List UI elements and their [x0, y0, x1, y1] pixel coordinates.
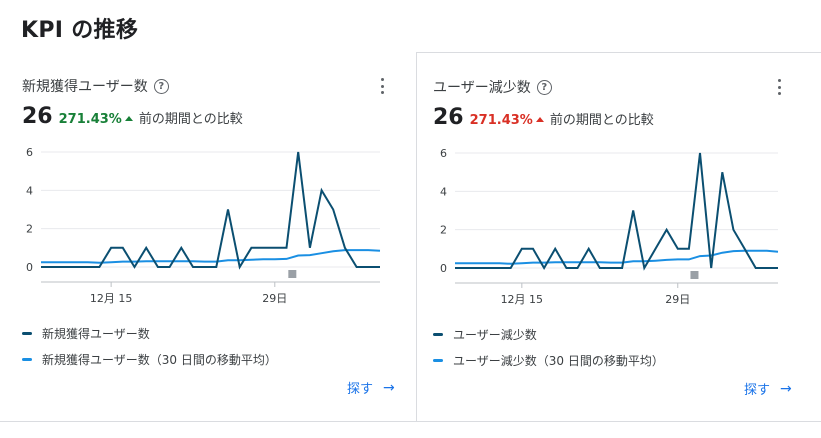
help-icon[interactable]: ?: [153, 78, 169, 94]
y-tick-label: 4: [440, 185, 447, 198]
x-tick-label: 29日: [665, 293, 690, 306]
legend-item[interactable]: ユーザー減少数: [433, 321, 664, 347]
y-tick-label: 6: [440, 147, 447, 160]
y-tick-label: 4: [26, 184, 33, 197]
metric-value: 26: [22, 104, 53, 129]
explore-link[interactable]: 探す →: [744, 379, 792, 399]
explore-link[interactable]: 探す →: [347, 378, 395, 398]
metric-change: 271.43%: [58, 112, 122, 127]
more-vert-icon[interactable]: [776, 79, 782, 95]
series-line: [455, 152, 778, 271]
y-tick-label: 0: [440, 262, 447, 275]
card-title: 新規獲得ユーザー数 ?: [22, 76, 169, 96]
more-vert-icon[interactable]: [379, 78, 385, 94]
chart-new-users: 0 2 4 6 12月 15 29日: [26, 146, 381, 305]
legend-label: 新規獲得ユーザー数: [42, 326, 150, 341]
explore-label: 探す: [347, 382, 374, 397]
legend-label: ユーザー減少数（30 日間の移動平均）: [453, 353, 664, 368]
chart-legend: 新規獲得ユーザー数 新規獲得ユーザー数（30 日間の移動平均）: [22, 320, 277, 372]
legend-label: ユーザー減少数: [453, 327, 537, 342]
y-tick-label: 0: [26, 261, 33, 274]
legend-item[interactable]: 新規獲得ユーザー数: [22, 320, 277, 346]
metric: 26 271.43% 前の期間との比較: [433, 105, 654, 130]
kpi-card-lost-users: 0 2 4 6 12月 15 29日 ユーザー減少数 ? 26 271.43% 前の期間と…: [417, 52, 821, 422]
legend-swatch: [433, 332, 443, 336]
x-tick-label: 29日: [262, 292, 287, 305]
triangle-up-icon: [535, 117, 544, 122]
legend-swatch: [22, 357, 32, 361]
series-line: [41, 249, 381, 264]
compare-label: 前の期間との比較: [138, 112, 243, 127]
triangle-up-icon: [124, 116, 133, 121]
series-line: [455, 249, 779, 265]
compare-label: 前の期間との比較: [549, 113, 654, 128]
kpi-card-new-users: 0 2 4 6 12月 15 29日 新規獲得ユーザー数 ? 26 271.43% 前の期…: [0, 52, 417, 422]
card-title: ユーザー減少数 ?: [433, 77, 552, 97]
explore-label: 探す: [744, 383, 771, 398]
annotation-marker: [288, 270, 297, 278]
help-icon[interactable]: ?: [536, 79, 552, 95]
metric: 26 271.43% 前の期間との比較: [22, 104, 243, 129]
x-tick-label: 12月 15: [501, 293, 544, 306]
legend-swatch: [22, 331, 32, 335]
y-tick-label: 2: [26, 223, 33, 236]
y-tick-label: 2: [440, 224, 447, 237]
legend-item[interactable]: ユーザー減少数（30 日間の移動平均）: [433, 347, 664, 373]
y-tick-label: 6: [26, 146, 33, 159]
chart-lost-users: 0 2 4 6 12月 15 29日: [440, 147, 779, 306]
annotation-marker: [690, 271, 699, 279]
arrow-right-icon: →: [383, 379, 395, 396]
arrow-right-icon: →: [780, 380, 792, 397]
legend-swatch: [433, 358, 443, 362]
legend-label: 新規獲得ユーザー数（30 日間の移動平均）: [42, 352, 277, 367]
metric-value: 26: [433, 105, 464, 130]
series-line: [41, 151, 380, 270]
x-tick-label: 12月 15: [90, 292, 133, 305]
chart-legend: ユーザー減少数 ユーザー減少数（30 日間の移動平均）: [433, 321, 664, 373]
legend-item[interactable]: 新規獲得ユーザー数（30 日間の移動平均）: [22, 346, 277, 372]
card-title-text: ユーザー減少数: [433, 80, 531, 96]
section-title: KPI の推移: [21, 18, 139, 43]
metric-change: 271.43%: [469, 113, 533, 128]
card-title-text: 新規獲得ユーザー数: [22, 79, 148, 95]
